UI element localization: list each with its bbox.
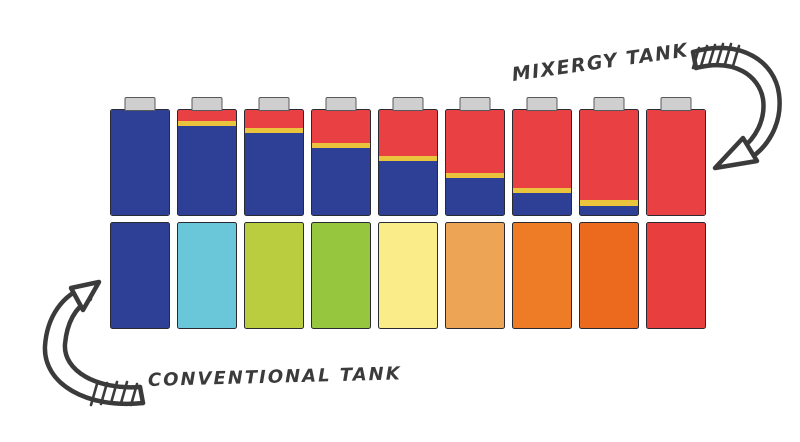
- tank-body: [110, 109, 170, 216]
- cold-water-segment: [245, 133, 303, 215]
- conventional-tank-row: [110, 222, 706, 329]
- tank-body: [512, 222, 572, 329]
- conventional-arrow-icon: [42, 279, 146, 407]
- hot-water-segment: [379, 110, 437, 157]
- cold-water-segment: [178, 125, 236, 215]
- tank-body: [378, 109, 438, 216]
- hot-water-segment: [647, 110, 705, 215]
- tank-body: [311, 222, 371, 329]
- tank-body: [378, 222, 438, 329]
- tank-cap: [660, 97, 692, 111]
- thermocline-stripe: [379, 156, 437, 162]
- cold-water-segment: [446, 178, 504, 215]
- mixergy-tank-5: [378, 97, 438, 216]
- tank-body: [579, 109, 639, 216]
- tank-body: [646, 109, 706, 216]
- thermocline-stripe: [178, 120, 236, 126]
- conventional-label: CONVENTIONAL TANK: [147, 363, 402, 391]
- thermocline-stripe: [446, 173, 504, 179]
- cold-water-segment: [111, 110, 169, 215]
- tank-body: [512, 109, 572, 216]
- thermocline-stripe: [513, 187, 571, 193]
- mixergy-tank-row: [110, 97, 706, 216]
- tank-cap: [593, 97, 625, 111]
- conventional-tank-9: [646, 222, 706, 329]
- conventional-tank-7: [512, 222, 572, 329]
- conventional-tank-5: [378, 222, 438, 329]
- tank-body: [445, 222, 505, 329]
- conventional-tank-8: [579, 222, 639, 329]
- mixergy-tank-2: [177, 97, 237, 216]
- conventional-tank-1: [110, 222, 170, 329]
- cold-water-segment: [513, 192, 571, 215]
- tank-cap: [124, 97, 156, 111]
- mixergy-tank-8: [579, 97, 639, 216]
- mixergy-tank-3: [244, 97, 304, 216]
- tank-body: [646, 222, 706, 329]
- cold-water-segment: [379, 161, 437, 215]
- thermocline-stripe: [580, 200, 638, 206]
- thermocline-stripe: [312, 142, 370, 148]
- tank-body: [244, 222, 304, 329]
- hot-water-segment: [580, 110, 638, 201]
- mixergy-tank-1: [110, 97, 170, 216]
- tank-cap: [325, 97, 357, 111]
- cold-water-segment: [580, 205, 638, 215]
- tank-body: [579, 222, 639, 329]
- cold-water-segment: [312, 147, 370, 215]
- conventional-tank-6: [445, 222, 505, 329]
- thermocline-stripe: [245, 127, 303, 134]
- mixergy-tank-7: [512, 97, 572, 216]
- tank-cap: [191, 97, 223, 111]
- mixergy-arrow-icon: [690, 42, 782, 171]
- tank-cap: [258, 97, 290, 111]
- tank-cap: [526, 97, 558, 111]
- hot-water-segment: [446, 110, 504, 173]
- conventional-tank-3: [244, 222, 304, 329]
- tank-body: [177, 109, 237, 216]
- tank-body: [110, 222, 170, 329]
- hot-water-segment: [513, 110, 571, 188]
- tank-body: [244, 109, 304, 216]
- mixergy-label: MIXERGY TANK: [510, 39, 691, 86]
- conventional-tank-4: [311, 222, 371, 329]
- tank-cap: [392, 97, 424, 111]
- tank-cap: [459, 97, 491, 111]
- hot-water-segment: [312, 110, 370, 143]
- tank-body: [177, 222, 237, 329]
- hot-water-segment: [178, 110, 236, 121]
- conventional-tank-2: [177, 222, 237, 329]
- hot-water-segment: [245, 110, 303, 128]
- tank-body: [311, 109, 371, 216]
- mixergy-tank-4: [311, 97, 371, 216]
- mixergy-tank-9: [646, 97, 706, 216]
- mixergy-tank-6: [445, 97, 505, 216]
- tank-body: [445, 109, 505, 216]
